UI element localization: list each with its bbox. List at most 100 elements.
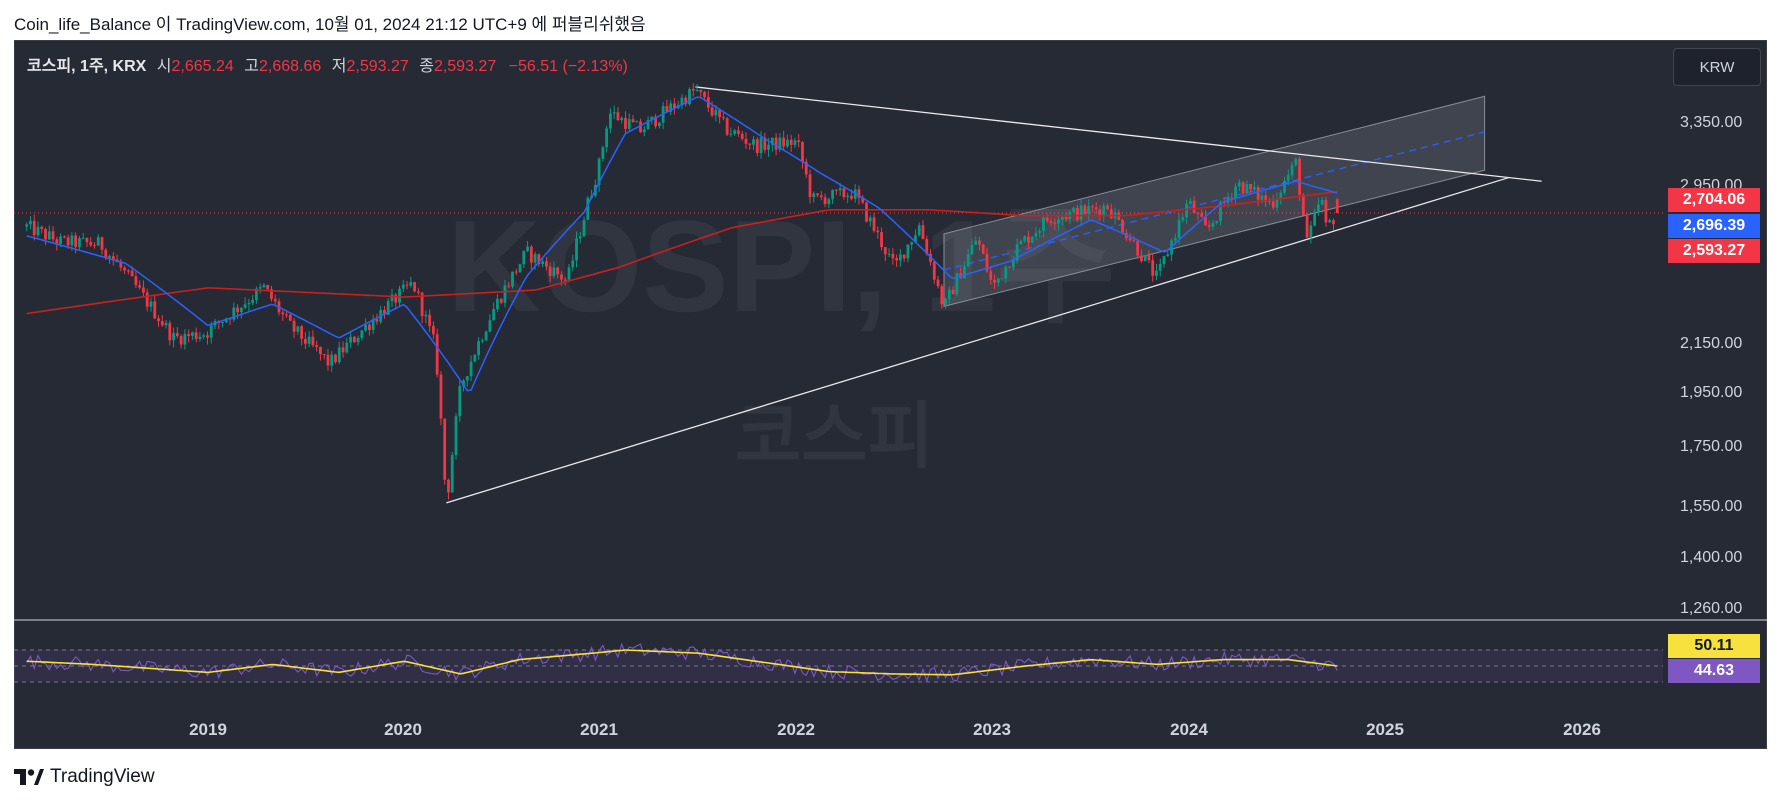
candle-body	[251, 300, 255, 304]
candle-body	[224, 318, 228, 323]
candle-body	[883, 247, 887, 255]
candle-body	[921, 225, 925, 240]
candle-body	[910, 242, 914, 245]
chart-area[interactable]: KOSPI, 1주 코스피	[14, 40, 1767, 749]
candle-body	[627, 119, 631, 129]
candle-body	[801, 142, 804, 162]
candle-body	[1147, 255, 1151, 261]
candle-body	[955, 273, 959, 295]
tradingview-logo[interactable]: TradingView	[14, 766, 155, 788]
candle-body	[29, 220, 32, 225]
candle-body	[1234, 186, 1237, 199]
candle-body	[443, 418, 447, 480]
candle-body	[126, 270, 130, 272]
currency-button[interactable]: KRW	[1673, 48, 1761, 86]
candle-body	[556, 267, 560, 275]
year-tick: 2026	[1563, 720, 1601, 739]
candle-body	[567, 267, 571, 280]
candle-body	[578, 236, 582, 239]
candle-body	[529, 246, 533, 263]
candle-body	[970, 244, 974, 255]
candle-body	[631, 119, 635, 123]
legend-close-label: 종	[419, 58, 434, 75]
candle-body	[880, 232, 883, 248]
candle-body	[868, 217, 872, 222]
candle-body	[963, 266, 966, 279]
candle-body	[496, 298, 499, 309]
candle-body	[462, 380, 465, 387]
candle-body	[1185, 203, 1188, 218]
legend-change: −56.51 (−2.13%)	[508, 58, 628, 75]
candle-body	[394, 294, 398, 303]
candle-body	[857, 189, 861, 198]
year-tick: 2024	[1170, 720, 1208, 739]
candle-body	[703, 91, 706, 98]
candle-body	[175, 333, 179, 337]
rsi-value-tag: 44.63	[1668, 659, 1760, 683]
candle-body	[349, 336, 352, 343]
candle-body	[62, 236, 66, 238]
candle-body	[895, 258, 899, 261]
candle-body	[432, 325, 435, 335]
candle-body	[725, 118, 729, 135]
last-price-tag: 2,593.27	[1668, 239, 1760, 263]
price-tick: 1,950.00	[1680, 384, 1743, 401]
price-tick: 3,350.00	[1680, 114, 1743, 131]
candle-body	[669, 103, 673, 112]
candle-body	[322, 354, 326, 356]
candle-body	[40, 226, 44, 230]
candle-body	[514, 271, 518, 273]
candle-body	[1237, 182, 1241, 187]
candle-body	[1121, 219, 1124, 233]
candle-body	[586, 198, 590, 220]
rsi-ma-line	[26, 649, 1338, 676]
candle-body	[1091, 206, 1094, 208]
candle-body	[413, 282, 416, 292]
candle-body	[763, 137, 767, 150]
candle-body	[153, 301, 157, 319]
candle-body	[1275, 199, 1279, 208]
candle-body	[134, 276, 138, 286]
legend-high: 2,668.66	[259, 58, 322, 75]
candle-body	[334, 354, 337, 363]
candle-body	[729, 133, 733, 135]
candle-body	[718, 109, 722, 118]
candle-body	[270, 289, 273, 299]
candle-body	[635, 121, 639, 123]
candle-body	[183, 334, 187, 345]
candle-body	[752, 139, 755, 145]
candle-body	[1279, 192, 1283, 200]
candle-body	[1309, 225, 1313, 238]
candle-body	[198, 336, 202, 339]
candle-body	[469, 361, 473, 377]
candle-body	[409, 282, 413, 286]
candle-body	[292, 320, 296, 332]
candle-body	[1196, 213, 1200, 215]
candle-body	[326, 354, 330, 366]
candle-body	[285, 314, 288, 316]
candle-body	[925, 239, 929, 254]
candle-body	[733, 130, 737, 134]
candle-body	[187, 334, 191, 336]
candle-body	[209, 325, 213, 338]
candle-body	[511, 271, 514, 287]
candle-body	[978, 240, 981, 245]
candle-body	[597, 158, 601, 185]
candle-body	[303, 338, 307, 344]
candle-body	[609, 113, 612, 129]
candle-body	[1320, 199, 1324, 205]
candle-body	[898, 254, 902, 261]
candle-body	[770, 137, 774, 145]
legend-symbol: 코스피, 1주, KRX	[27, 58, 147, 75]
rsi-ma-tag: 50.11	[1668, 634, 1760, 658]
candle-body	[917, 225, 921, 236]
candle-body	[951, 289, 955, 295]
candle-body	[401, 284, 405, 289]
candle-body	[405, 284, 409, 286]
candle-body	[300, 326, 304, 339]
candle-body	[168, 322, 172, 341]
candle-body	[1023, 236, 1027, 241]
candle-body	[78, 238, 81, 248]
candle-body	[797, 140, 801, 143]
moving-averages	[26, 96, 1338, 392]
